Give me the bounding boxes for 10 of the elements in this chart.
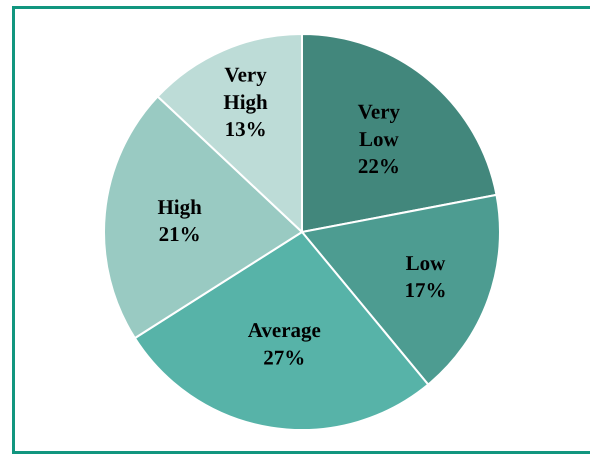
data-label: 17% — [404, 278, 446, 302]
data-label: 13% — [224, 117, 267, 142]
data-label: 27% — [263, 345, 306, 370]
slice-label: Very Low — [358, 100, 401, 151]
data-label: 22% — [358, 154, 400, 178]
slice-label: Average — [248, 318, 321, 342]
data-label: 21% — [158, 222, 201, 246]
slice-label: High — [157, 194, 202, 219]
slice-label: Very High — [223, 62, 268, 114]
slice-label: Low — [406, 250, 446, 275]
